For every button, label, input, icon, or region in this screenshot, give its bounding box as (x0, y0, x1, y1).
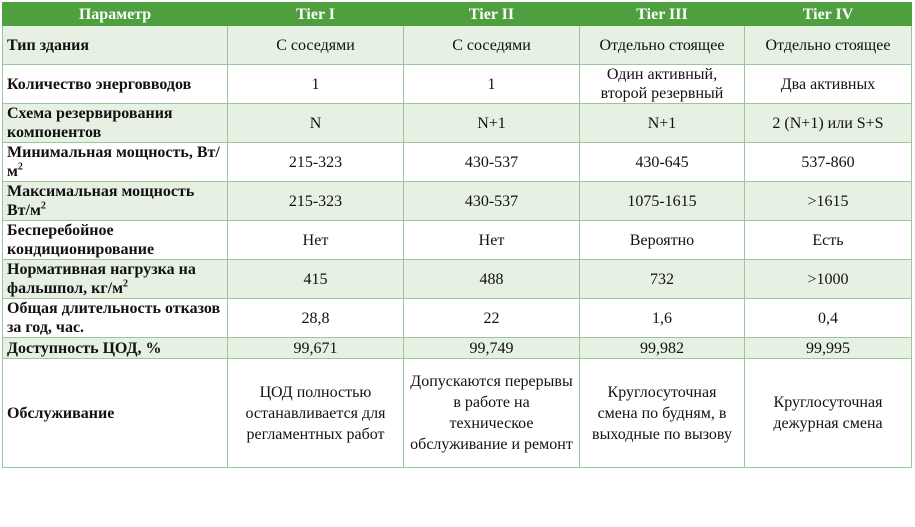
param-floor-load-sup: 2 (122, 278, 128, 290)
cell-tier-1: 215-323 (227, 181, 404, 221)
row-availability: Доступность ЦОД, % 99,671 99,749 99,982 … (2, 337, 912, 359)
param-min-power-sup: 2 (17, 161, 23, 173)
param-floor-load-text: Нормативная нагрузка на фальшпол, кг/м (7, 261, 196, 297)
param-ups-cooling: Бесперебойное кондиционирование (2, 220, 228, 260)
cell-tier-4: Круглосуточная дежурная смена (744, 358, 912, 468)
cell-tier-2: 488 (403, 259, 580, 299)
cell-tier-3: 99,982 (579, 337, 745, 359)
row-building-type: Тип здания С соседями С соседями Отдельн… (2, 25, 912, 65)
cell-tier-2: С соседями (403, 25, 580, 65)
param-max-power-sup: 2 (40, 200, 46, 212)
cell-tier-3: N+1 (579, 103, 745, 143)
cell-tier-1: ЦОД полностью останавливается для реглам… (227, 358, 404, 468)
tier-comparison-table-wrapper: Параметр Tier I Tier II Tier III Tier IV… (2, 2, 912, 468)
cell-tier-1: 215-323 (227, 142, 404, 182)
header-row: Параметр Tier I Tier II Tier III Tier IV (2, 2, 912, 26)
cell-tier-2: 22 (403, 298, 580, 338)
cell-tier-4: >1000 (744, 259, 912, 299)
param-floor-load: Нормативная нагрузка на фальшпол, кг/м2 (2, 259, 228, 299)
cell-tier-4: 99,995 (744, 337, 912, 359)
cell-tier-4: 0,4 (744, 298, 912, 338)
row-floor-load: Нормативная нагрузка на фальшпол, кг/м2 … (2, 259, 912, 299)
cell-tier-4: 537-860 (744, 142, 912, 182)
row-power-inputs: Количество энерговводов 1 1 Один активны… (2, 64, 912, 104)
cell-tier-2: 430-537 (403, 142, 580, 182)
cell-tier-4: Два активных (744, 64, 912, 104)
cell-tier-3: Один активный, второй резервный (579, 64, 745, 104)
cell-tier-2: 99,749 (403, 337, 580, 359)
param-min-power: Минимальная мощность, Вт/м2 (2, 142, 228, 182)
header-parameter: Параметр (2, 2, 228, 26)
row-maintenance: Обслуживание ЦОД полностью останавливает… (2, 358, 912, 468)
cell-tier-3: 1,6 (579, 298, 745, 338)
param-power-inputs: Количество энерговводов (2, 64, 228, 104)
header-tier-3: Tier III (579, 2, 745, 26)
cell-tier-1: 415 (227, 259, 404, 299)
cell-tier-4: Есть (744, 220, 912, 260)
cell-tier-2: 1 (403, 64, 580, 104)
header-tier-4: Tier IV (744, 2, 912, 26)
cell-tier-1: С соседями (227, 25, 404, 65)
header-tier-2: Tier II (403, 2, 580, 26)
cell-tier-4: Отдельно стоящее (744, 25, 912, 65)
tier-comparison-table: Параметр Tier I Tier II Tier III Tier IV… (2, 2, 912, 468)
row-min-power: Минимальная мощность, Вт/м2 215-323 430-… (2, 142, 912, 182)
cell-tier-3: Отдельно стоящее (579, 25, 745, 65)
param-max-power-text: Максимальная мощность Вт/м (7, 183, 195, 219)
param-building-type: Тип здания (2, 25, 228, 65)
row-ups-cooling: Бесперебойное кондиционирование Нет Нет … (2, 220, 912, 260)
cell-tier-1: 28,8 (227, 298, 404, 338)
cell-tier-3: Вероятно (579, 220, 745, 260)
cell-tier-2: Допускаются перерывы в работе на техниче… (403, 358, 580, 468)
param-max-power: Максимальная мощность Вт/м2 (2, 181, 228, 221)
cell-tier-3: Круглосуточная смена по будням, в выходн… (579, 358, 745, 468)
param-maintenance: Обслуживание (2, 358, 228, 468)
cell-tier-1: 1 (227, 64, 404, 104)
row-redundancy: Схема резервирования компонентов N N+1 N… (2, 103, 912, 143)
param-availability: Доступность ЦОД, % (2, 337, 228, 359)
header-tier-1: Tier I (227, 2, 404, 26)
row-max-power: Максимальная мощность Вт/м2 215-323 430-… (2, 181, 912, 221)
param-redundancy: Схема резервирования компонентов (2, 103, 228, 143)
cell-tier-1: N (227, 103, 404, 143)
cell-tier-1: 99,671 (227, 337, 404, 359)
cell-tier-3: 732 (579, 259, 745, 299)
cell-tier-2: 430-537 (403, 181, 580, 221)
cell-tier-1: Нет (227, 220, 404, 260)
cell-tier-2: N+1 (403, 103, 580, 143)
cell-tier-2: Нет (403, 220, 580, 260)
cell-tier-4: 2 (N+1) или S+S (744, 103, 912, 143)
row-downtime: Общая длительность отказов за год, час. … (2, 298, 912, 338)
cell-tier-3: 430-645 (579, 142, 745, 182)
param-min-power-text: Минимальная мощность, Вт/м (7, 144, 220, 180)
cell-tier-4: >1615 (744, 181, 912, 221)
cell-tier-3: 1075-1615 (579, 181, 745, 221)
param-downtime: Общая длительность отказов за год, час. (2, 298, 228, 338)
